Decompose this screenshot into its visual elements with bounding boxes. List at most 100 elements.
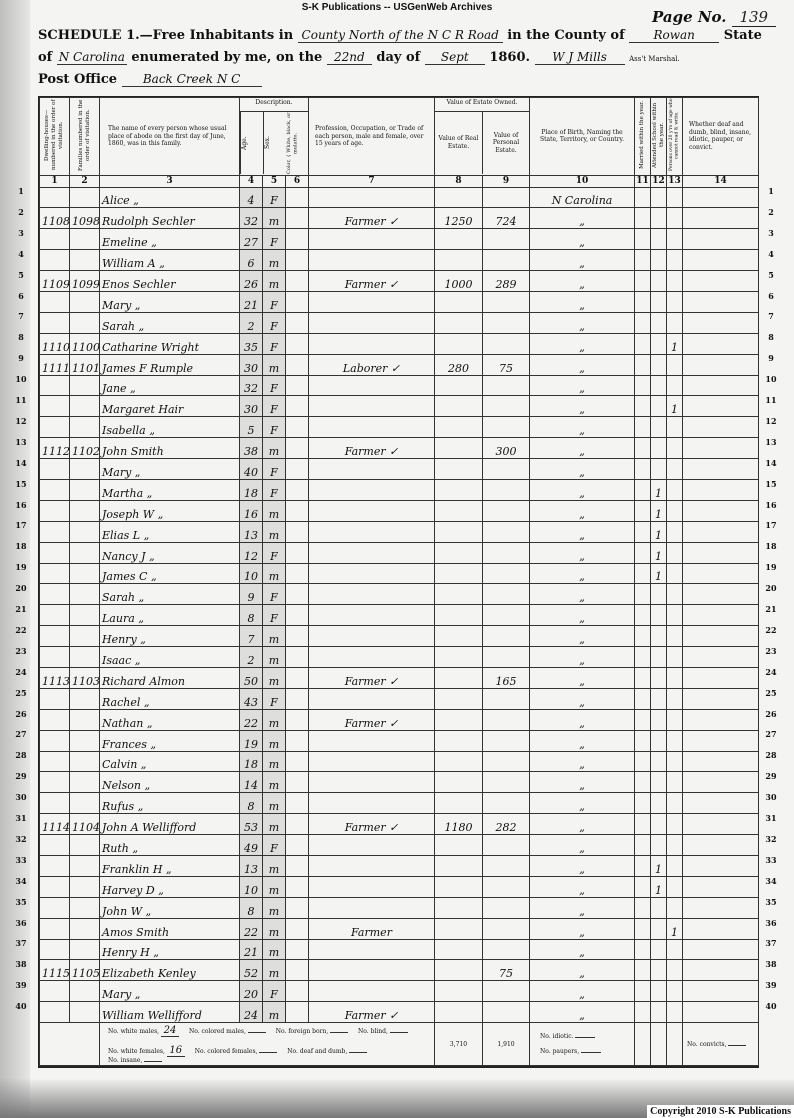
color: [285, 270, 309, 292]
dwelling-number: [39, 228, 70, 251]
line-number: 3: [18, 227, 24, 238]
person-name: Franklin H „: [99, 855, 240, 877]
line-number: 8: [18, 332, 24, 343]
family-number: [69, 855, 100, 877]
table-row: 1113 1103 Richard Almon 50 m Farmer ✓ 165 „: [39, 666, 760, 689]
personal-estate-value: [481, 416, 531, 439]
cannot-read-write: [666, 458, 684, 480]
sex: F: [262, 980, 286, 1003]
family-number: [69, 583, 100, 606]
occupation: [308, 332, 435, 355]
married-within-year: [634, 290, 652, 313]
married-within-year: [634, 708, 652, 731]
age: 8: [239, 792, 263, 815]
cannot-read-write: [666, 353, 684, 376]
table-row: 1108 1098 Rudolph Sechler 32 m Farmer ✓ 1250 72…: [39, 207, 760, 230]
birthplace: „: [529, 1001, 636, 1024]
dwelling-number: 1112: [39, 437, 70, 460]
attended-school: [650, 332, 668, 355]
personal-estate-value: [481, 478, 531, 501]
real-estate-value: [434, 855, 483, 877]
occupation: [308, 583, 435, 606]
family-number: [69, 771, 100, 794]
attended-school: [650, 604, 668, 627]
personal-estate-value: [481, 541, 531, 564]
infirmity: [682, 813, 760, 836]
attended-school: [650, 938, 668, 961]
person-name: Mary „: [99, 980, 240, 1003]
birthplace: N Carolina: [529, 186, 636, 209]
sex: F: [262, 541, 286, 564]
attended-school: [650, 646, 668, 668]
color: [285, 813, 309, 836]
age: 8: [239, 604, 263, 627]
insane: No. insane,: [108, 1057, 163, 1064]
cannot-read-write: [666, 374, 684, 397]
line-number: 16: [765, 499, 777, 510]
page-number: Page No. 139: [652, 8, 776, 27]
family-number: [69, 875, 100, 898]
attended-school: [650, 708, 668, 731]
age: 21: [239, 290, 263, 313]
family-number: 1105: [69, 959, 100, 982]
infirmity: [682, 583, 760, 606]
marshal-field: W J Mills: [534, 50, 625, 65]
attended-school: [650, 228, 668, 251]
age: 30: [239, 395, 263, 418]
post-office-field: Back Creek N C: [121, 72, 262, 87]
married-within-year: [634, 311, 652, 334]
occupation: [308, 374, 435, 397]
color: [285, 186, 309, 209]
line-number: 5: [18, 269, 24, 280]
line-number: 29: [15, 771, 27, 782]
attended-school: [650, 416, 668, 439]
table-row: Laura „ 8 F „: [39, 604, 760, 627]
married-within-year: [634, 687, 652, 710]
infirmity: [682, 520, 760, 543]
table-row: Sarah „ 2 F „: [39, 311, 760, 334]
dwelling-number: 1108: [39, 207, 70, 230]
family-number: [69, 311, 100, 334]
year-label: 1860.: [489, 50, 531, 65]
table-row: Rachel „ 43 F „: [39, 687, 760, 710]
occupation: [308, 646, 435, 668]
line-number: 25: [15, 687, 27, 698]
cannot-read-write: [666, 311, 684, 334]
married-within-year: [634, 834, 652, 856]
age: 40: [239, 458, 263, 480]
occupation: [308, 792, 435, 815]
attended-school: 1: [650, 499, 668, 522]
color: [285, 520, 309, 543]
table-row: Mary „ 40 F „: [39, 458, 760, 480]
person-name: Mary „: [99, 290, 240, 313]
family-number: [69, 917, 100, 940]
county-field: Rowan: [629, 28, 720, 43]
birthplace: „: [529, 583, 636, 606]
infirmity: [682, 980, 760, 1003]
attended-school: [650, 207, 668, 230]
occupation: [308, 771, 435, 794]
family-number: [69, 708, 100, 731]
married-within-year: [634, 855, 652, 877]
occupation: [308, 290, 435, 313]
table-row: Emeline „ 27 F „: [39, 228, 760, 251]
header-dwelling: Dwelling-houses—numbered in the order of…: [39, 97, 70, 176]
married-within-year: [634, 353, 652, 376]
table-row: Franklin H „ 13 m „ 1: [39, 855, 760, 877]
cannot-read-write: [666, 708, 684, 731]
dwelling-number: [39, 395, 70, 418]
color: [285, 583, 309, 606]
person-name: Henry „: [99, 625, 240, 648]
color: [285, 228, 309, 251]
color: [285, 875, 309, 898]
married-within-year: [634, 959, 652, 982]
sex: F: [262, 311, 286, 334]
line-number: 9: [768, 353, 774, 364]
family-number: 1103: [69, 666, 100, 689]
cannot-read-write: [666, 228, 684, 251]
attended-school: 1: [650, 875, 668, 898]
real-estate-value: [434, 311, 483, 334]
age: 16: [239, 499, 263, 522]
infirmity: [682, 437, 760, 460]
person-name: Nelson „: [99, 771, 240, 794]
